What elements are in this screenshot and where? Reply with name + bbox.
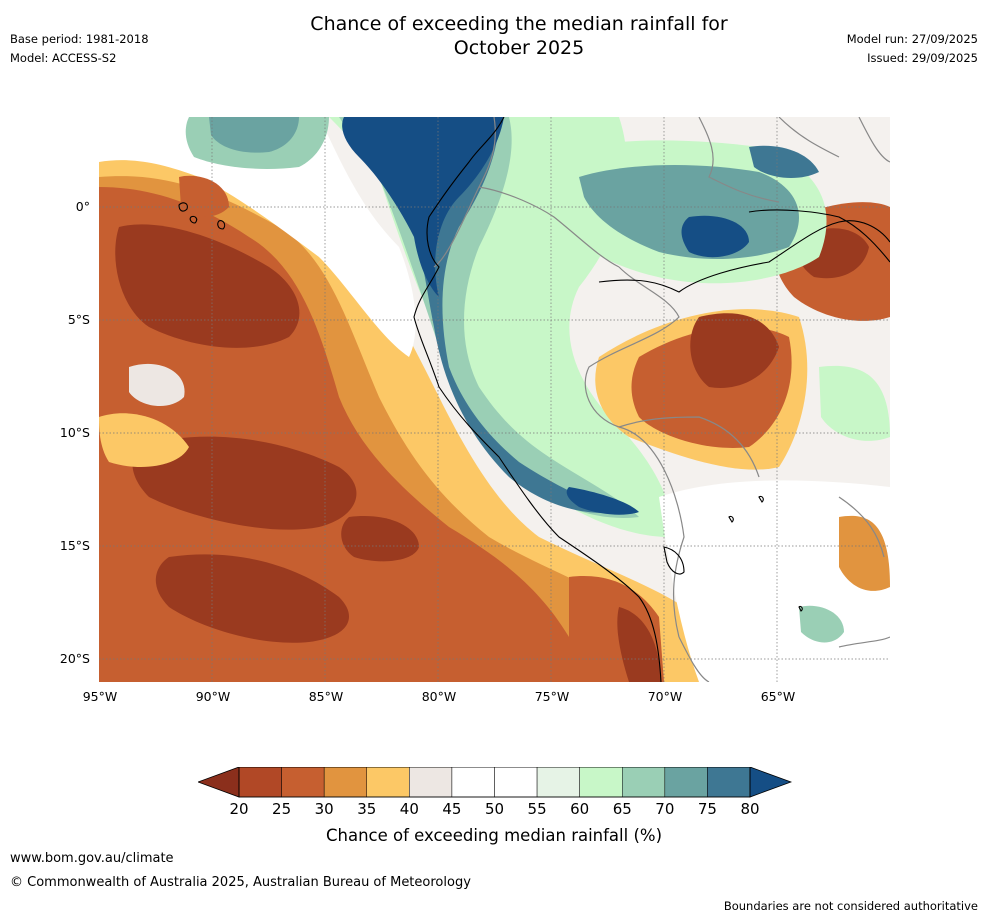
lon-label-95w: 95°W — [82, 689, 118, 704]
lon-label-75w: 75°W — [534, 689, 570, 704]
se-dry-patch — [839, 515, 890, 591]
lat-label-20s: 20°S — [59, 651, 90, 666]
colorbar-cell — [281, 767, 325, 798]
coastline-galapagos — [178, 202, 226, 230]
colorbar-cell — [494, 767, 538, 798]
border-colombia-brazil — [698, 117, 780, 203]
colorbar-cell — [579, 767, 623, 798]
lon-label-80w: 80°W — [421, 689, 457, 704]
lon-label-70w: 70°W — [647, 689, 683, 704]
colorbar-cell — [323, 767, 367, 798]
ocean-dry-core-d — [341, 516, 419, 562]
east-dry-core — [690, 313, 779, 388]
colorbar-cell — [366, 767, 410, 798]
coastal-wet-core-south — [566, 487, 639, 515]
website-link[interactable]: www.bom.gov.au/climate — [10, 851, 174, 866]
ocean-light-patch-b — [129, 363, 185, 407]
colorbar-cell — [451, 767, 495, 798]
graticule — [99, 117, 890, 682]
nw-wet-core — [209, 117, 299, 153]
colorbar-tick-label: 55 — [527, 800, 547, 818]
title-line-2: October 2025 — [453, 37, 585, 59]
border-brazil-bolivia — [618, 416, 760, 478]
coastline-amazon-river-b — [748, 209, 890, 263]
coastline-amazon-river — [598, 220, 890, 293]
se-wet-patch — [799, 605, 844, 643]
country-borders — [433, 117, 890, 682]
colorbar-tick-label: 80 — [740, 800, 760, 818]
colorbar — [198, 767, 792, 798]
colorbar-cell — [664, 767, 708, 798]
colorbar-tick-label: 30 — [314, 800, 334, 818]
lat-label-5s: 5°S — [67, 312, 90, 327]
nw-neutral-area — [99, 117, 416, 357]
e-wet-patch — [819, 365, 890, 441]
colorbar-tick-label: 70 — [655, 800, 675, 818]
colorbar-tick-label: 65 — [612, 800, 632, 818]
ocean-light-patch-a — [99, 413, 189, 467]
border-colombia — [478, 117, 496, 188]
copyright-text: © Commonwealth of Australia 2025, Austra… — [10, 875, 471, 890]
colorbar-tick-label: 75 — [697, 800, 717, 818]
colorbar-tick-label: 45 — [442, 800, 462, 818]
colorbar-tick-label: 25 — [272, 800, 292, 818]
border-bolivia-paraguay — [838, 496, 885, 558]
border-ecuador-peru — [433, 186, 620, 268]
base-period-label: Base period: 1981-2018 — [10, 32, 149, 46]
lat-label-10s: 10°S — [59, 425, 90, 440]
ne-wet-core-2 — [749, 145, 819, 179]
nw-dry-patch — [179, 175, 229, 217]
colorbar-under-arrow — [198, 767, 240, 798]
lon-label-85w: 85°W — [308, 689, 344, 704]
border-ne — [858, 117, 890, 163]
coastline-lake-titicaca — [663, 546, 685, 575]
s-coastal-dry-core — [617, 607, 661, 682]
rainfall-map — [99, 117, 890, 682]
colorbar-tick-label: 35 — [357, 800, 377, 818]
colorbar-tick-label: 40 — [399, 800, 419, 818]
lon-label-65w: 65°W — [760, 689, 796, 704]
colorbar-cell — [707, 767, 751, 798]
disclaimer-text: Boundaries are not considered authoritat… — [723, 899, 978, 913]
colorbar-cells — [238, 767, 751, 798]
colorbar-title: Chance of exceeding median rainfall (%) — [325, 826, 663, 845]
lat-label-15s: 15°S — [59, 538, 90, 553]
border-venezuela — [778, 117, 840, 158]
coastline-small-lakes — [728, 495, 803, 612]
coastlines — [178, 117, 890, 682]
colorbar-cell — [622, 767, 666, 798]
colorbar-cell — [536, 767, 580, 798]
issued-label: Issued: 29/09/2025 — [867, 51, 978, 65]
model-label: Model: ACCESS-S2 — [10, 51, 117, 65]
title-line-1: Chance of exceeding the median rainfall … — [310, 13, 728, 35]
ocean-dry-core-a — [115, 224, 300, 348]
colorbar-cell — [238, 767, 282, 798]
lat-label-0: 0° — [75, 199, 90, 214]
border-east — [838, 636, 890, 648]
colorbar-tick-label: 20 — [229, 800, 249, 818]
colorbar-over-arrow — [749, 767, 792, 798]
ocean-dry-core-b — [132, 436, 357, 530]
ne-wet-core — [681, 215, 749, 258]
border-peru-bolivia — [618, 426, 685, 638]
map-title: Chance of exceeding the median rainfall … — [0, 12, 988, 60]
coastline-pacific — [413, 117, 662, 682]
lon-label-90w: 90°W — [195, 689, 231, 704]
model-run-label: Model run: 27/09/2025 — [846, 32, 978, 46]
border-peru-brazil — [584, 266, 680, 428]
ocean-dry-core-c — [155, 554, 349, 643]
colorbar-tick-label: 60 — [570, 800, 590, 818]
colorbar-tick-label: 50 — [484, 800, 505, 818]
border-bolivia-chile — [678, 636, 710, 682]
coastal-wet-core-north — [342, 117, 504, 297]
colorbar-frame — [238, 767, 751, 798]
colorbar-cell — [409, 767, 453, 798]
